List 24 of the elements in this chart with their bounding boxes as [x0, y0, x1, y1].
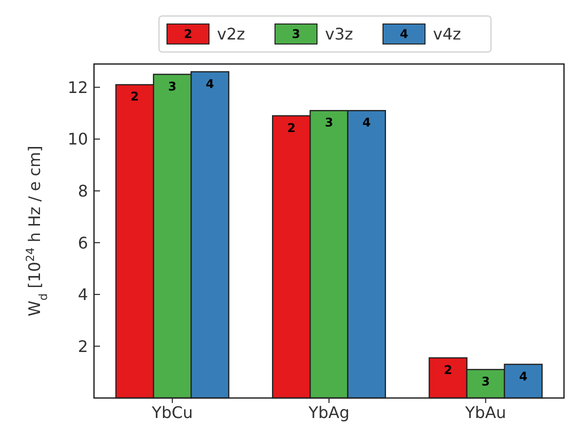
annotation: 2 — [130, 90, 139, 104]
annotation: 3 — [324, 116, 334, 130]
text: 4 — [400, 27, 408, 42]
y-tick-label: 12 — [68, 78, 88, 97]
x-tick-label: YbCu — [150, 403, 193, 422]
legend-label: v2z — [217, 24, 246, 44]
annotation: 3 — [168, 79, 177, 94]
annotation: 3 — [481, 374, 490, 389]
legend-label: v4z — [433, 24, 462, 44]
y-tick-label: 4 — [78, 285, 88, 304]
x-tick-label: YbAg — [307, 403, 350, 422]
annotation: 4 — [362, 116, 371, 130]
text: 3 — [292, 27, 300, 42]
x-tick-label: YbAu — [464, 403, 506, 422]
annotation: 4 — [519, 369, 528, 384]
y-tick-label: 2 — [78, 336, 88, 356]
legend-label: v3z — [325, 24, 354, 44]
annotation: 2 — [444, 362, 452, 377]
y-tick-label: 10 — [68, 130, 88, 149]
y-tick-label: 6 — [78, 233, 88, 252]
annotation: 2 — [287, 120, 296, 135]
text: 2 — [184, 27, 192, 42]
annotation: 4 — [206, 76, 214, 91]
y-tick-label: 8 — [78, 181, 88, 200]
